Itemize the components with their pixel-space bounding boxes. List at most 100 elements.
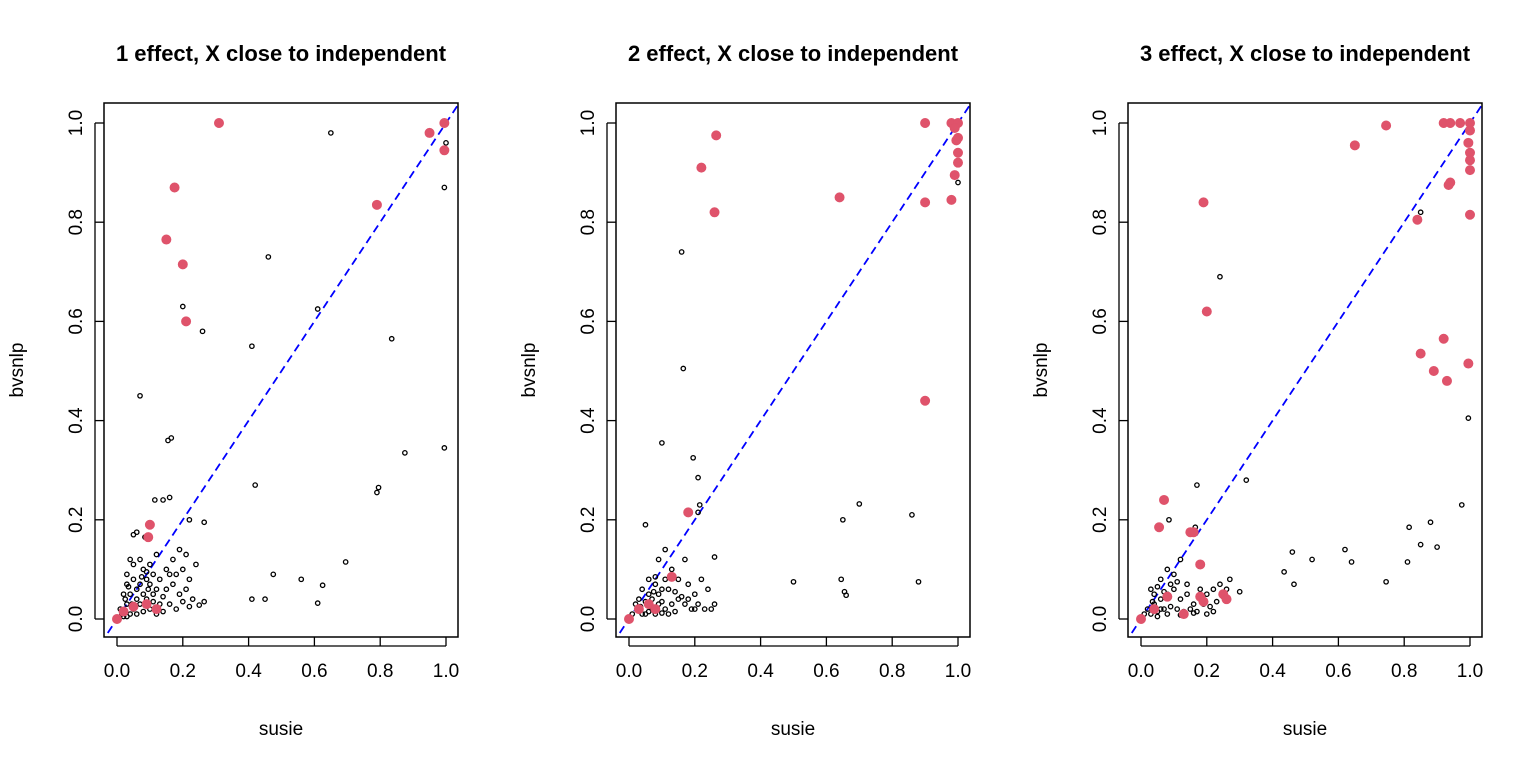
unselected-point bbox=[1465, 415, 1472, 421]
unselected-point bbox=[140, 608, 147, 615]
selected-point bbox=[1159, 494, 1170, 505]
unselected-point bbox=[1184, 591, 1190, 598]
selected-point bbox=[1465, 125, 1476, 136]
y-tick-label: 0.6 bbox=[578, 308, 599, 334]
y-tick-label: 0.2 bbox=[66, 507, 87, 533]
unselected-point bbox=[708, 606, 715, 612]
unselected-point bbox=[1217, 581, 1223, 588]
unselected-point bbox=[662, 576, 669, 583]
x-tick-label: 0.2 bbox=[682, 661, 708, 682]
selected-point bbox=[683, 507, 694, 518]
unselected-point bbox=[1166, 516, 1172, 523]
selected-point bbox=[949, 170, 960, 181]
unselected-point bbox=[682, 556, 688, 563]
unselected-point bbox=[168, 435, 175, 441]
unselected-point bbox=[1194, 482, 1200, 488]
unselected-point bbox=[1174, 606, 1181, 612]
unselected-point bbox=[1171, 571, 1177, 578]
unselected-point bbox=[183, 551, 189, 558]
x-axis-label: susie bbox=[1283, 719, 1327, 740]
y-tick-label: 0.4 bbox=[578, 407, 599, 434]
unselected-point bbox=[668, 601, 675, 607]
unselected-point bbox=[695, 509, 701, 516]
x-tick-label: 0.6 bbox=[813, 661, 839, 682]
selected-point bbox=[949, 122, 960, 133]
selected-point bbox=[169, 182, 180, 193]
unselected-point bbox=[1190, 610, 1197, 616]
unselected-point bbox=[1167, 581, 1174, 588]
unselected-point bbox=[163, 586, 170, 593]
selected-point bbox=[650, 604, 661, 615]
x-tick-label: 1.0 bbox=[1457, 661, 1483, 682]
unselected-point bbox=[151, 497, 158, 503]
selected-point bbox=[953, 147, 964, 158]
unselected-point bbox=[1154, 583, 1161, 590]
unselected-point bbox=[199, 328, 206, 335]
unselected-point bbox=[636, 596, 642, 603]
unselected-point bbox=[441, 445, 448, 451]
x-axis: 0.0 0.2 0.4 0.6 0.8 1.0 bbox=[104, 637, 459, 682]
x-axis: 0.0 0.2 0.4 0.6 0.8 1.0 bbox=[1128, 637, 1483, 682]
unselected-point bbox=[122, 596, 129, 603]
reference-line-y-equals-x bbox=[104, 103, 458, 637]
reference-line-y-equals-x bbox=[1128, 103, 1482, 637]
selected-point bbox=[1415, 348, 1426, 359]
unselected-point bbox=[153, 551, 160, 558]
unselected-point bbox=[1187, 606, 1194, 612]
unselected-point bbox=[662, 546, 669, 553]
selected-point bbox=[112, 614, 123, 625]
selected-point bbox=[1465, 155, 1476, 166]
selected-point bbox=[1463, 137, 1474, 148]
selected-point bbox=[1198, 197, 1209, 208]
selected-point bbox=[1188, 527, 1199, 538]
x-tick-label: 0.4 bbox=[1259, 661, 1286, 682]
unselected-point bbox=[186, 603, 193, 610]
unselected-point bbox=[130, 561, 137, 568]
unselected-point bbox=[375, 484, 382, 491]
x-tick-label: 0.8 bbox=[879, 661, 905, 682]
unselected-point bbox=[698, 576, 705, 583]
unselected-point bbox=[160, 497, 166, 503]
selected-point bbox=[920, 118, 931, 129]
y-axis: 0.0 0.2 0.4 0.6 0.8 1.0 bbox=[578, 110, 616, 632]
selected-point bbox=[128, 601, 139, 612]
unselected-point bbox=[1184, 581, 1190, 588]
unselected-point bbox=[160, 593, 166, 600]
y-axis: 0.0 0.2 0.4 0.6 0.8 1.0 bbox=[1090, 110, 1128, 632]
y-axis: 0.0 0.2 0.4 0.6 0.8 1.0 bbox=[66, 110, 104, 632]
reference-line-y-equals-x bbox=[616, 103, 970, 637]
unselected-point bbox=[402, 449, 408, 456]
unselected-point bbox=[1171, 586, 1177, 593]
unselected-point bbox=[659, 440, 665, 446]
unselected-point bbox=[691, 606, 698, 612]
unselected-point bbox=[652, 581, 659, 588]
unselected-point bbox=[1383, 578, 1389, 585]
unselected-point bbox=[678, 249, 685, 255]
unselected-point bbox=[173, 606, 180, 612]
unselected-point bbox=[127, 591, 134, 598]
x-tick-label: 0.2 bbox=[1194, 661, 1220, 682]
unselected-point bbox=[1148, 586, 1154, 593]
unselected-point bbox=[441, 184, 448, 191]
selected-point bbox=[1465, 209, 1476, 220]
x-tick-label: 0.6 bbox=[301, 661, 327, 682]
selected-point bbox=[1443, 179, 1454, 190]
unselected-point bbox=[642, 521, 649, 528]
unselected-point bbox=[137, 581, 143, 588]
unselected-point bbox=[1177, 596, 1184, 603]
unselected-point bbox=[685, 596, 692, 603]
unselected-point bbox=[127, 556, 134, 563]
unselected-point bbox=[675, 576, 682, 583]
y-tick-label: 0.6 bbox=[1090, 308, 1111, 334]
unselected-point bbox=[150, 591, 157, 598]
unselected-point bbox=[186, 516, 193, 523]
unselected-point bbox=[645, 591, 652, 598]
unselected-point bbox=[166, 494, 173, 501]
unselected-point bbox=[659, 610, 665, 616]
unselected-point bbox=[201, 519, 208, 526]
unselected-point bbox=[650, 588, 657, 595]
selected-point bbox=[951, 135, 962, 146]
selected-point bbox=[1349, 140, 1360, 151]
